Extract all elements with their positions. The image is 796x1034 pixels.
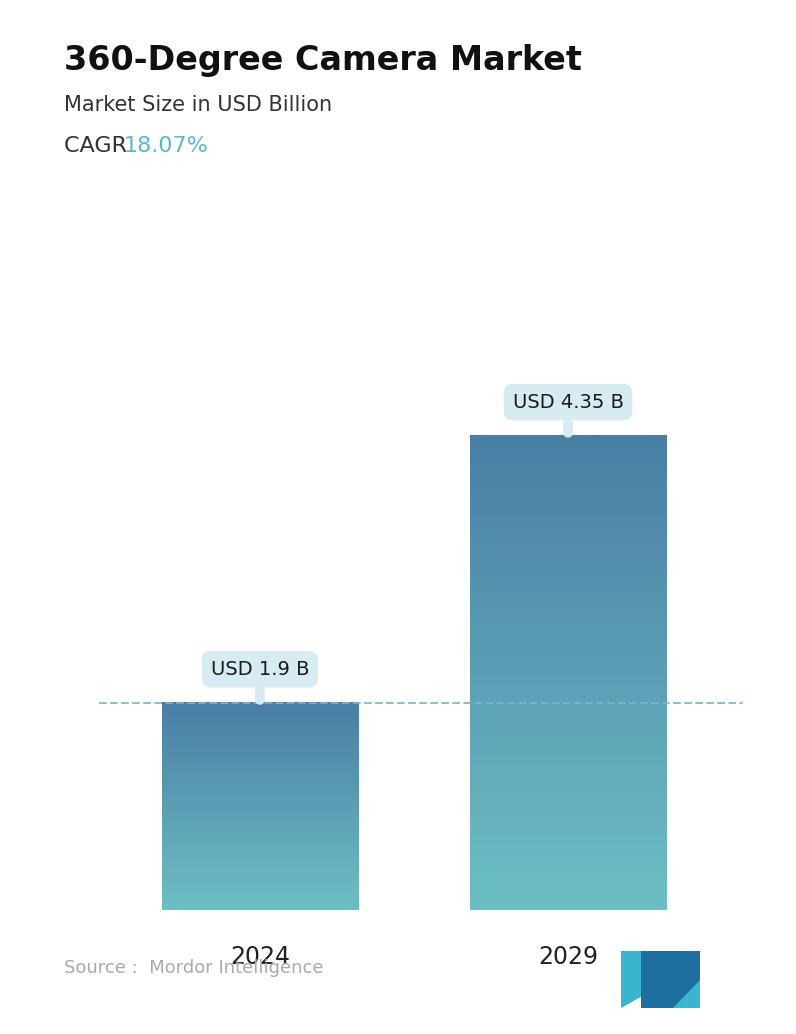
Text: USD 1.9 B: USD 1.9 B bbox=[211, 660, 309, 700]
Text: 2029: 2029 bbox=[538, 945, 598, 969]
Text: Source :  Mordor Intelligence: Source : Mordor Intelligence bbox=[64, 960, 323, 977]
Text: Market Size in USD Billion: Market Size in USD Billion bbox=[64, 95, 332, 115]
Text: CAGR: CAGR bbox=[64, 136, 134, 156]
Text: 360-Degree Camera Market: 360-Degree Camera Market bbox=[64, 44, 582, 78]
Polygon shape bbox=[621, 951, 657, 1008]
Polygon shape bbox=[673, 980, 700, 1008]
Text: 18.07%: 18.07% bbox=[123, 136, 209, 156]
Text: USD 4.35 B: USD 4.35 B bbox=[513, 393, 623, 433]
Polygon shape bbox=[641, 951, 700, 1008]
Text: 2024: 2024 bbox=[230, 945, 290, 969]
